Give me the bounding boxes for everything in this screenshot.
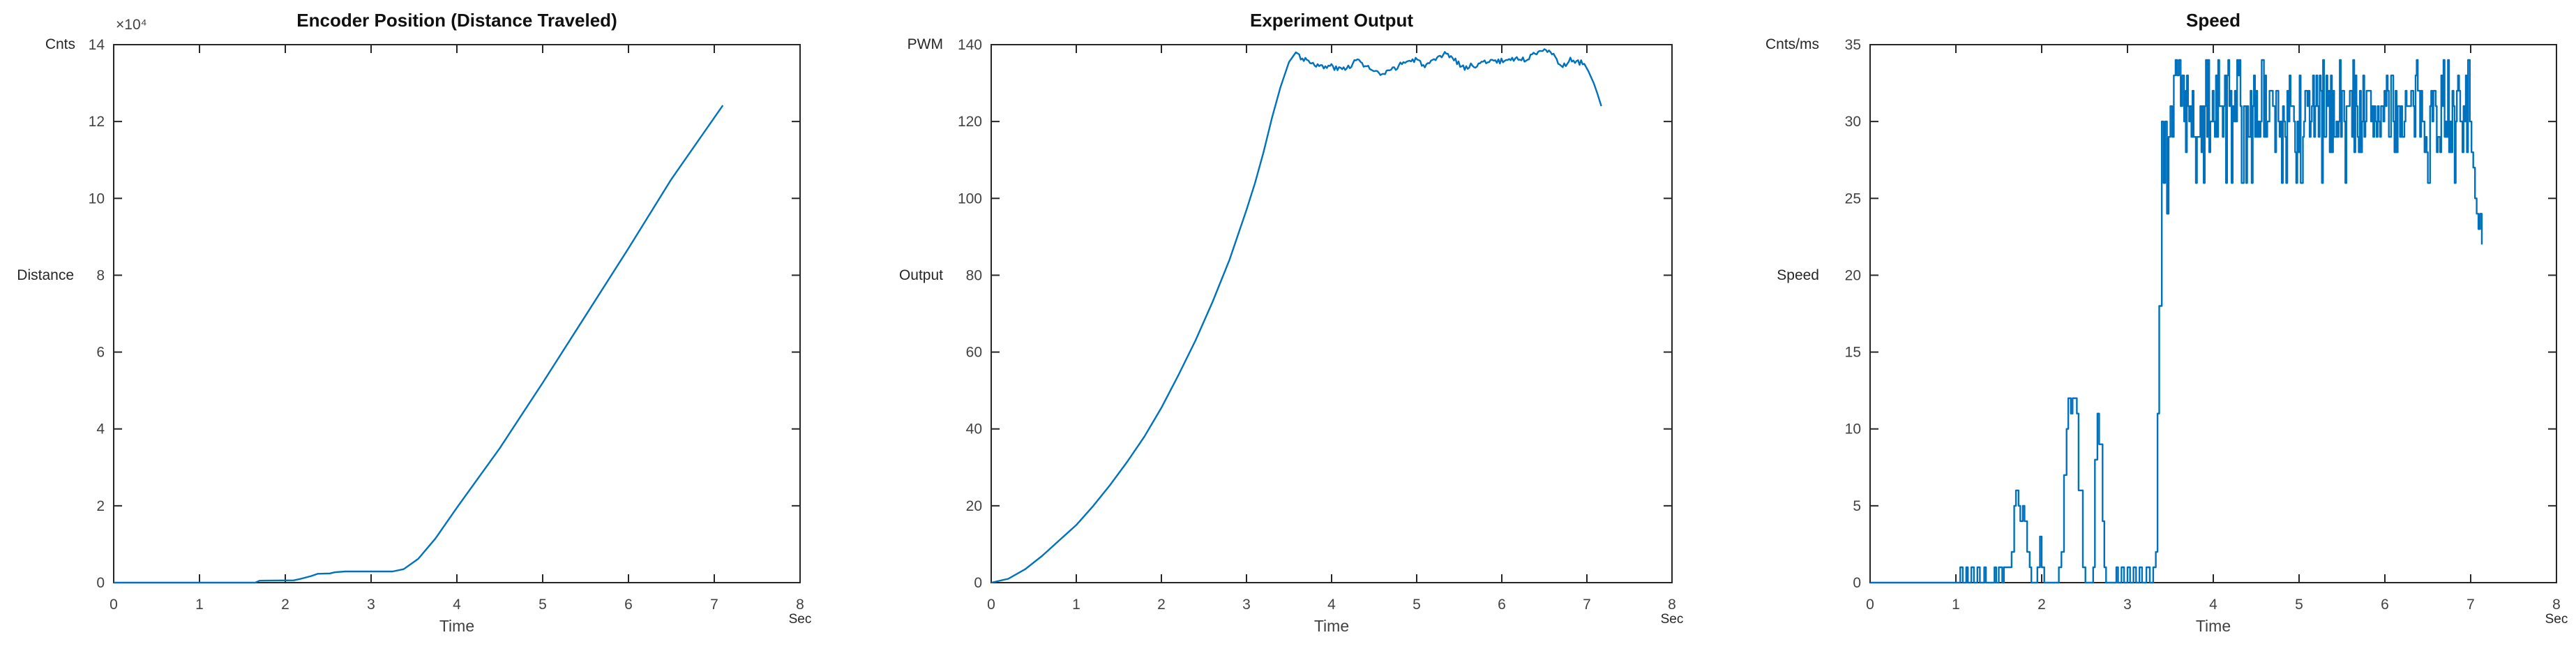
plot-box-2 — [991, 44, 1673, 583]
x-tick-label: 2 — [1157, 597, 1166, 613]
x-tick-label: 5 — [2295, 597, 2303, 613]
x-tick-label: 8 — [796, 597, 804, 613]
y-tick-label: 8 — [96, 267, 105, 283]
chart3-x-label: Time — [2195, 617, 2231, 635]
y-tick-label: 6 — [96, 345, 105, 361]
x-tick-label: 3 — [367, 597, 375, 613]
chart2-x-unit-label: Sec — [1660, 612, 1684, 627]
x-tick-label: 8 — [1668, 597, 1676, 613]
data-line-2 — [991, 48, 1602, 584]
y-tick-label: 20 — [966, 498, 982, 514]
plot-box-3 — [1869, 44, 2557, 583]
x-tick-label: 2 — [281, 597, 289, 613]
chart2-x-label: Time — [1313, 617, 1350, 635]
x-tick-label: 6 — [1498, 597, 1506, 613]
chart3-x-unit-label: Sec — [2545, 612, 2568, 627]
plot-box-1 — [113, 44, 801, 583]
y-tick-label: 35 — [1845, 37, 1861, 53]
y-tick-label: 10 — [89, 190, 105, 207]
x-tick-label: 0 — [1866, 597, 1874, 613]
y-tick-label: 14 — [89, 37, 105, 53]
x-tick-label: 4 — [453, 597, 461, 613]
x-tick-label: 7 — [1583, 597, 1591, 613]
x-tick-label: 4 — [1327, 597, 1336, 613]
x-tick-label: 0 — [110, 597, 118, 613]
y-tick-label: 0 — [96, 575, 105, 591]
y-tick-label: 25 — [1845, 190, 1861, 207]
chart2-y-axis-name: Output — [898, 267, 943, 283]
chart3-y-unit-label: Cnts/ms — [1765, 36, 1819, 52]
chart2-title: Experiment Output — [1249, 10, 1413, 31]
y-tick-label: 0 — [974, 575, 982, 591]
chart1-exponent-label: ×10⁴ — [116, 17, 147, 33]
chart1-y-axis-name: Distance — [17, 267, 74, 283]
y-tick-label: 60 — [966, 345, 982, 361]
x-tick-label: 0 — [987, 597, 995, 613]
y-tick-label: 20 — [1845, 267, 1861, 283]
x-tick-label: 4 — [2209, 597, 2217, 613]
x-tick-label: 5 — [538, 597, 547, 613]
x-tick-label: 3 — [1242, 597, 1251, 613]
y-tick-label: 100 — [958, 190, 982, 207]
y-tick-label: 5 — [1853, 498, 1861, 514]
data-line-3 — [1870, 59, 2483, 584]
y-tick-label: 80 — [966, 267, 982, 283]
x-tick-label: 8 — [2552, 597, 2561, 613]
y-tick-label: 12 — [89, 114, 105, 130]
y-tick-label: 40 — [966, 421, 982, 438]
y-tick-label: 120 — [958, 114, 982, 130]
x-tick-label: 5 — [1413, 597, 1421, 613]
x-tick-label: 6 — [624, 597, 633, 613]
y-tick-label: 2 — [96, 498, 105, 514]
chart1-title: Encoder Position (Distance Traveled) — [296, 10, 617, 31]
chart1-x-label: Time — [439, 617, 475, 635]
chart3-y-axis-name: Speed — [1777, 267, 1819, 283]
x-tick-label: 1 — [1952, 597, 1960, 613]
chart2-y-unit-label: PWM — [907, 36, 943, 52]
y-tick-label: 10 — [1845, 421, 1861, 438]
x-tick-label: 3 — [2123, 597, 2132, 613]
y-tick-label: 0 — [1853, 575, 1861, 591]
y-tick-label: 140 — [958, 37, 982, 53]
chart1-x-unit-label: Sec — [788, 612, 812, 627]
x-tick-label: 1 — [195, 597, 204, 613]
x-tick-label: 7 — [2466, 597, 2475, 613]
y-tick-label: 15 — [1845, 345, 1861, 361]
x-tick-label: 2 — [2038, 597, 2046, 613]
chart3-title: Speed — [2185, 10, 2241, 31]
y-tick-label: 4 — [96, 421, 105, 438]
data-line-1 — [114, 105, 724, 584]
x-tick-label: 1 — [1072, 597, 1080, 613]
x-tick-label: 7 — [710, 597, 718, 613]
x-tick-label: 6 — [2381, 597, 2389, 613]
y-tick-label: 30 — [1845, 114, 1861, 130]
chart1-y-unit-label: Cnts — [45, 36, 75, 52]
